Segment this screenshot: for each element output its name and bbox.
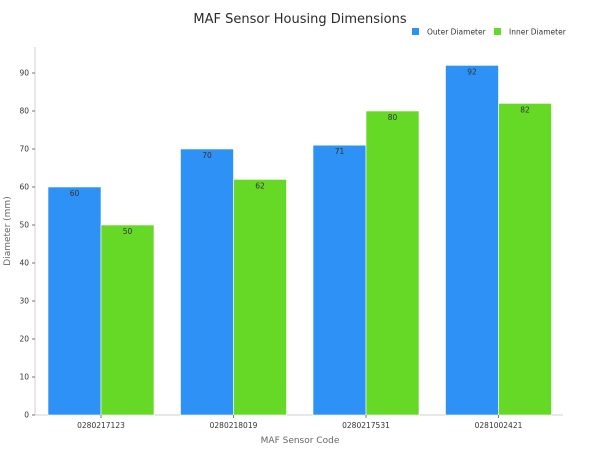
y-tick-label: 0	[24, 411, 29, 420]
data-label-inner-diameter: 62	[255, 181, 265, 190]
legend-swatch-inner-diameter	[494, 28, 501, 35]
legend: Outer Diameter Inner Diameter	[412, 28, 567, 37]
y-tick-label: 40	[19, 259, 29, 268]
legend-label-outer-diameter: Outer Diameter	[427, 28, 487, 37]
legend-label-inner-diameter: Inner Diameter	[509, 28, 567, 37]
data-label-outer-diameter: 71	[335, 147, 345, 156]
x-tick-label: 0280218019	[210, 421, 258, 430]
x-axis-label: MAF Sensor Code	[261, 436, 340, 446]
data-label-inner-diameter: 82	[520, 105, 530, 114]
y-tick-label: 30	[19, 297, 29, 306]
bar-inner-diameter	[498, 103, 552, 416]
bar-inner-diameter	[365, 110, 420, 416]
data-label-outer-diameter: 92	[467, 67, 477, 76]
y-tick-label: 60	[19, 183, 29, 192]
data-label-inner-diameter: 50	[123, 227, 133, 236]
y-tick-label: 10	[19, 373, 29, 382]
y-tick-label: 90	[19, 69, 29, 78]
bar-outer-diameter	[445, 65, 499, 416]
y-tick-label: 80	[19, 107, 29, 116]
bar-inner-diameter	[233, 179, 287, 416]
data-label-outer-diameter: 60	[70, 189, 80, 198]
x-tick-label: 0281002421	[475, 421, 523, 430]
chart-title: MAF Sensor Housing Dimensions	[193, 12, 406, 27]
x-ticks: 0280217123 0280218019 0280217531 0281002421	[77, 415, 523, 430]
y-axis-label: Diameter (mm)	[3, 196, 13, 265]
bar-outer-diameter	[47, 186, 102, 416]
bar-outer-diameter	[180, 148, 234, 416]
y-ticks: 0 10 20 30 40 50 60 70 80 90	[19, 69, 35, 420]
bar-inner-diameter	[100, 224, 155, 416]
bars: 60 50 70 62 71 80 92 82	[47, 65, 552, 416]
y-tick-label: 50	[19, 221, 29, 230]
legend-swatch-outer-diameter	[412, 28, 419, 35]
data-label-outer-diameter: 70	[202, 151, 212, 160]
bar-outer-diameter	[312, 144, 367, 416]
x-tick-label: 0280217531	[342, 421, 390, 430]
y-tick-label: 70	[19, 145, 29, 154]
x-tick-label: 0280217123	[77, 421, 125, 430]
data-label-inner-diameter: 80	[388, 113, 398, 122]
y-tick-label: 20	[19, 335, 29, 344]
